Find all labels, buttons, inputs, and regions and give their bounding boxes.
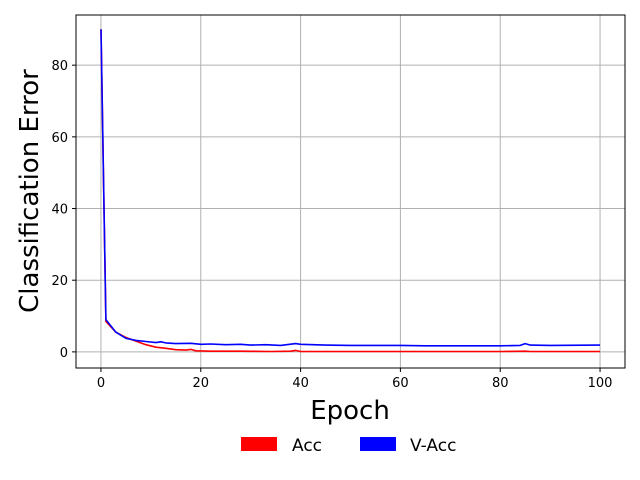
- y-tick-label: 40: [51, 203, 68, 218]
- axis-ticks: 0 20 40 60 80 100 0 20 40 60 80: [51, 59, 612, 391]
- y-tick-label: 20: [51, 274, 68, 289]
- legend-label-v-acc: V-Acc: [410, 436, 456, 456]
- y-tick-label: 0: [60, 346, 68, 361]
- grid-lines: [76, 15, 625, 368]
- x-tick-label: 100: [588, 376, 613, 391]
- x-tick-label: 80: [492, 376, 509, 391]
- legend-swatch-acc: [241, 437, 277, 451]
- x-tick-label: 40: [292, 376, 309, 391]
- plot-area-frame: [75, 14, 626, 369]
- y-axis-label: Classification Error: [15, 69, 45, 313]
- x-tick-label: 20: [192, 376, 209, 391]
- x-axis-label: Epoch: [310, 396, 390, 426]
- legend: Acc V-Acc: [241, 436, 456, 456]
- series-line-v-acc: [100, 29, 601, 347]
- legend-swatch-v-acc: [360, 437, 396, 451]
- y-tick-label: 80: [51, 59, 68, 74]
- y-tick-label: 60: [51, 131, 68, 146]
- series-lines: [100, 29, 601, 353]
- x-tick-label: 0: [97, 376, 105, 391]
- series-line-acc: [100, 29, 600, 353]
- legend-label-acc: Acc: [292, 436, 322, 456]
- x-tick-label: 60: [392, 376, 409, 391]
